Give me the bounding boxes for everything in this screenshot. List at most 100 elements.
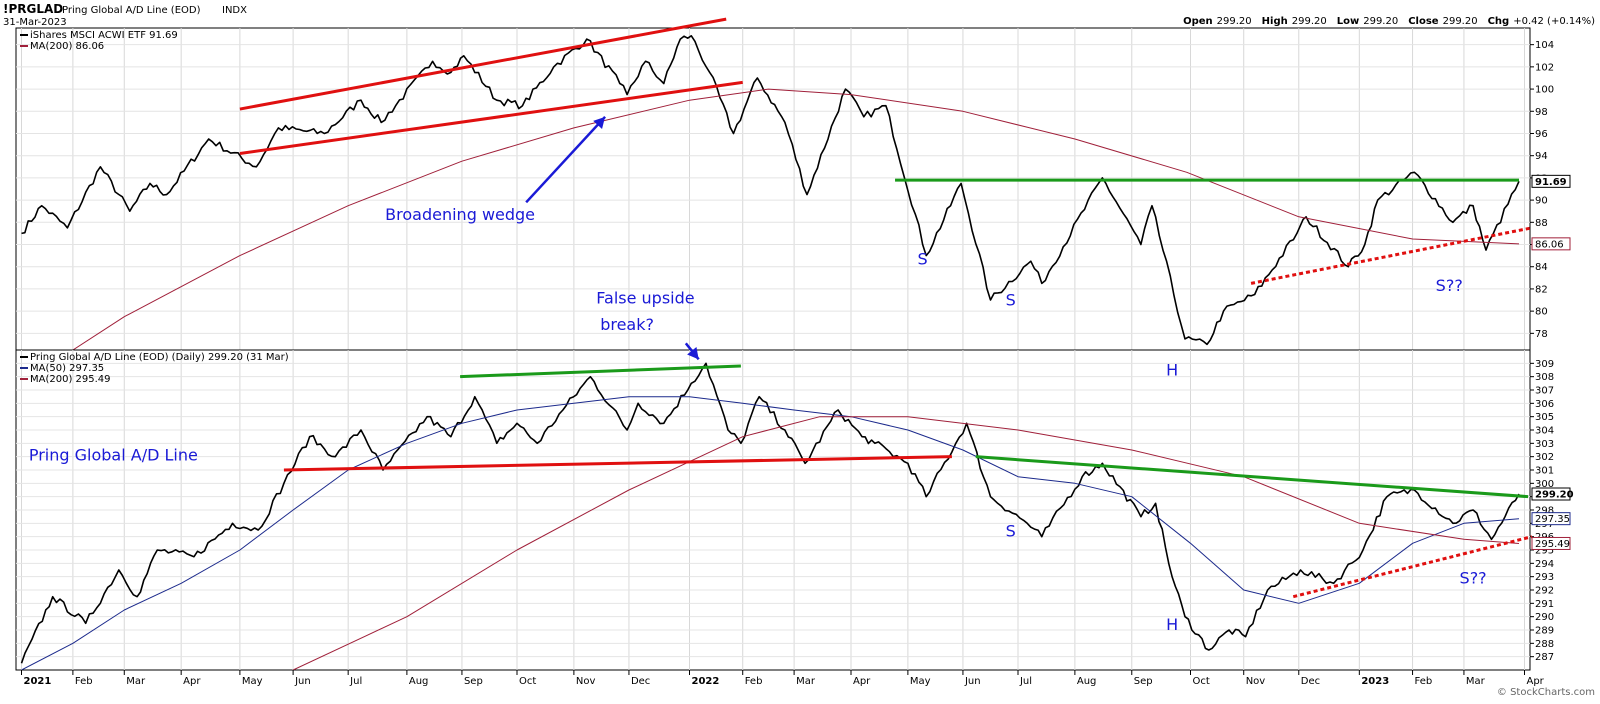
x-tick-label: Sep [464,676,483,687]
arrow-head [687,346,699,360]
x-tick-label: May [242,676,263,687]
y-tick-label: 303 [1535,439,1554,450]
annotation-label: S?? [1460,568,1487,587]
y-tick-label: 294 [1535,559,1554,570]
y-tick-label: 309 [1535,359,1554,370]
legend-entry: MA(200) 295.49 [30,374,111,385]
badge-box [1531,536,1571,550]
series-line-pring-global-a-d-line [20,362,1520,664]
y-tick-label: 307 [1535,386,1554,397]
x-tick-label: Apr [183,676,201,687]
annotation-label: False upside [596,288,694,307]
ohlc-label: High [1262,16,1288,27]
trendline [1292,535,1533,599]
y-tick-label: 88 [1535,218,1548,229]
x-tick-label: Jun [964,676,981,687]
annotation-label: H [1166,361,1178,380]
trendline [975,455,1529,499]
legend-entry: MA(200) 86.06 [30,41,104,52]
y-tick-label: 290 [1535,612,1554,623]
y-tick-label: 302 [1535,452,1554,463]
badge-value: 295.49 [1535,539,1570,550]
x-tick-label: Apr [1526,676,1544,687]
x-tick-label: May [910,676,931,687]
x-tick-label: Jun [294,676,311,687]
x-tick-label: Mar [796,676,816,687]
ohlc-label: Close [1408,16,1439,27]
legend-entry: iShares MSCI ACWI ETF 91.69 [30,30,178,41]
last-value-badge: 86.06 [1531,237,1571,251]
badge-value: 299.20 [1535,490,1574,501]
x-axis: 2021 Feb Mar Apr May Jun Jul Aug Sep Oct Nov Dec 202… [21,670,1545,687]
chart-exchange: INDX [222,5,247,16]
y-tick-label: 308 [1535,372,1554,383]
annotation-label: S?? [1436,276,1463,295]
trendline [460,364,741,379]
badge-box [1531,237,1571,251]
badge-value: 91.69 [1535,177,1567,188]
ohlc-label: Open [1183,16,1213,27]
y-tick-label: 306 [1535,399,1554,410]
annotation-label: Pring Global A/D Line [29,446,198,465]
trendline [239,17,727,111]
y-tick-label: 289 [1535,626,1554,637]
trendline [1250,226,1533,285]
legend-entry: Pring Global A/D Line (EOD) (Daily) 299.… [30,352,289,363]
x-tick-label: Oct [1192,676,1209,687]
x-tick-label: Feb [1415,676,1433,687]
annotation-label: S [917,250,927,269]
x-tick-label: 2022 [692,676,720,687]
annotation-label: S [1006,522,1016,541]
y-tick-label: 300 [1535,479,1554,490]
ohlc-label: Chg [1488,16,1510,27]
x-tick-label: Dec [631,676,650,687]
chart-name: Pring Global A/D Line (EOD) [62,5,201,16]
x-tick-label: Jul [1019,676,1032,687]
annotation-label: Broadening wedge [385,205,535,224]
ohlc-value: 299.20 [1443,16,1478,27]
badge-box [1531,487,1571,501]
legend-entry: MA(50) 297.35 [30,363,104,374]
watermark: © StockCharts.com [1497,687,1595,698]
series-line-ma-50- [21,396,1520,670]
y-tick-label: 94 [1535,151,1548,162]
x-tick-label: Aug [1077,676,1097,687]
x-tick-label: Nov [1246,676,1266,687]
panel-1: 7880828486889092949698100102104Broadenin… [15,17,1571,380]
annotation-label: S [1006,291,1016,310]
badge-value: 86.06 [1535,239,1564,250]
badge-value: 297.35 [1535,514,1570,525]
badge-box [1531,174,1571,188]
x-tick-label: Mar [1466,676,1486,687]
ohlc-label: Low [1337,16,1359,27]
y-tick-label: 287 [1535,652,1554,663]
ohlc-value: 299.20 [1217,16,1252,27]
x-tick-label: Mar [126,676,146,687]
last-value-badge: 91.69 [1531,174,1571,188]
y-tick-label: 293 [1535,572,1554,583]
y-tick-label: 96 [1535,129,1548,140]
y-tick-label: 80 [1535,307,1548,318]
x-tick-label: Jul [349,676,362,687]
y-tick-label: 304 [1535,426,1554,437]
x-tick-label: Apr [853,676,871,687]
series-line-ishares-msci-acwi-etf [21,35,1520,346]
annotation-label: H [1166,615,1178,634]
y-tick-label: 305 [1535,412,1554,423]
y-tick-label: 98 [1535,107,1548,118]
ohlc-value: 299.20 [1363,16,1398,27]
annotation-arrow [525,115,607,204]
y-tick-label: 82 [1535,284,1548,295]
y-tick-label: 104 [1535,40,1554,51]
x-tick-label: Feb [745,676,763,687]
trendline [283,455,952,472]
last-value-badge: 295.49 [1531,536,1571,550]
x-tick-label: 2023 [1361,676,1389,687]
y-tick-label: 102 [1535,62,1554,73]
last-value-badge: 299.20 [1531,487,1574,501]
y-tick-label: 292 [1535,586,1554,597]
x-tick-label: Feb [75,676,93,687]
chart-symbol: !PRGLAD [3,2,63,16]
last-value-badge: 297.35 [1531,512,1571,526]
